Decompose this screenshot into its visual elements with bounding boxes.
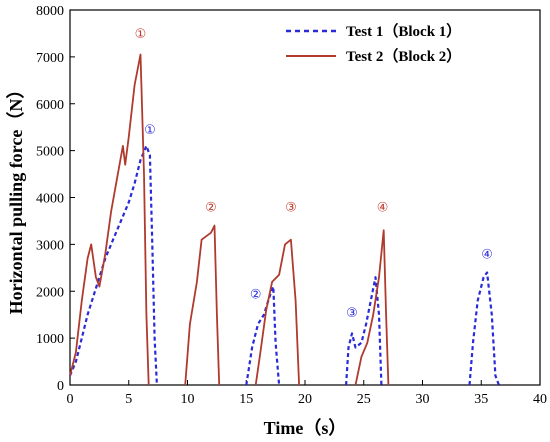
axes: 0 5 10 15 20 25 30 35 40 0 1000 2000 3000 4000 5000 600…: [36, 4, 547, 407]
y-tick-label: 7000: [36, 51, 64, 66]
y-tick-label: 8000: [36, 4, 64, 19]
y-tick-label: 5000: [36, 145, 64, 160]
peak-annotation: ②: [205, 201, 217, 216]
series-1-line: [68, 144, 158, 386]
peak-annotation: ④: [377, 201, 389, 216]
peak-annotation: ①: [144, 123, 156, 138]
x-tick-label: 25: [357, 392, 371, 407]
x-tick-label: 15: [239, 392, 253, 407]
series-2-line: [184, 224, 221, 386]
y-tick-label: 4000: [36, 192, 64, 207]
legend-label: Test 2（Block 2）: [346, 47, 461, 65]
series-2-line: [254, 238, 300, 386]
y-tick-label: 6000: [36, 98, 64, 113]
x-tick-label: 20: [298, 392, 312, 407]
peak-annotation: ②: [250, 287, 262, 302]
peak-annotation: ④: [481, 247, 493, 262]
series-2-line: [69, 53, 150, 386]
x-tick-label: 5: [125, 392, 132, 407]
peak-annotation: ③: [346, 306, 358, 321]
x-tick-label: 35: [474, 392, 488, 407]
peak-annotation: ①: [135, 27, 147, 42]
legend: Test 1（Block 1） Test 2（Block 2）: [286, 22, 461, 65]
annotations: ① ② ③ ④ ① ② ③ ④: [135, 27, 493, 321]
y-tick-label: 3000: [36, 238, 64, 253]
y-tick-label: 1000: [36, 332, 64, 347]
x-tick-label: 30: [416, 392, 430, 407]
y-axis-title: Horizontal pulling force（N）: [6, 81, 26, 315]
y-tick-label: 2000: [36, 285, 64, 300]
series-1-line: [245, 285, 281, 386]
series-layer: [68, 53, 500, 386]
peak-annotation: ③: [285, 201, 297, 216]
x-axis-title: Time（s）: [264, 418, 347, 438]
legend-label: Test 1（Block 1）: [346, 22, 461, 40]
x-tick-label: 0: [67, 392, 74, 407]
series-2-line: [354, 229, 390, 386]
y-tick-label: 0: [57, 379, 64, 394]
x-tick-label: 10: [181, 392, 195, 407]
series-1-line: [468, 271, 500, 386]
series-1-line: [345, 276, 383, 386]
x-tick-label: 40: [533, 392, 547, 407]
